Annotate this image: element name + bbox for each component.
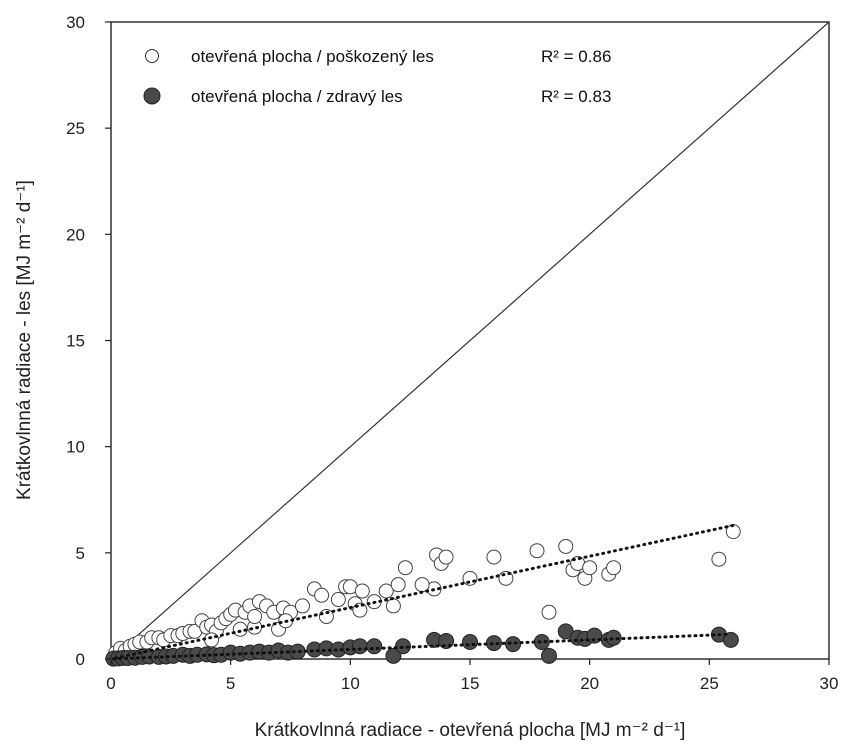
data-point-damaged-forest	[385, 598, 401, 614]
y-tick-label: 25	[66, 119, 85, 138]
trend-line-1	[111, 632, 733, 661]
data-point-damaged-forest	[438, 549, 454, 565]
legend-r2-damaged-forest: R² = 0.86	[541, 47, 611, 66]
y-tick-label: 0	[76, 650, 85, 669]
data-point-damaged-forest	[294, 598, 310, 614]
data-point-damaged-forest	[378, 583, 394, 599]
x-tick-label: 15	[461, 674, 480, 693]
x-tick-label: 5	[226, 674, 235, 693]
x-axis-title: Krátkovlnná radiace - otevřená plocha [M…	[255, 720, 686, 741]
y-tick-label: 30	[66, 13, 85, 32]
data-point-damaged-forest	[314, 587, 330, 603]
data-point-healthy-forest	[462, 634, 478, 651]
data-point-damaged-forest	[582, 560, 598, 576]
data-point-healthy-forest	[366, 638, 383, 655]
data-point-damaged-forest	[352, 602, 368, 618]
data-point-damaged-forest	[354, 583, 370, 599]
data-point-healthy-forest	[351, 638, 368, 655]
data-point-damaged-forest	[558, 538, 574, 554]
data-point-healthy-forest	[385, 647, 402, 664]
y-tick-label: 20	[66, 225, 85, 244]
legend-r2-healthy-forest: R² = 0.83	[541, 87, 611, 106]
data-point-damaged-forest	[414, 577, 430, 593]
data-point-damaged-forest	[529, 543, 545, 559]
y-tick-label: 5	[76, 544, 85, 563]
legend-label-healthy-forest: otevřená plocha / zdravý les	[191, 87, 403, 106]
trend-lines	[111, 523, 735, 661]
data-point-healthy-forest	[505, 636, 522, 653]
data-point-healthy-forest	[540, 647, 557, 664]
one-to-one-line	[110, 21, 830, 660]
data-point-damaged-forest	[486, 549, 502, 565]
data-point-damaged-forest	[606, 560, 622, 576]
data-point-damaged-forest	[462, 570, 478, 586]
y-tick-label: 15	[66, 332, 85, 351]
y-axis-title: Krátkovlnná radiace - les [MJ m⁻² d⁻¹]	[14, 180, 35, 500]
data-point-damaged-forest	[397, 560, 413, 576]
x-tick-label: 10	[341, 674, 360, 693]
legend-marker-filled-circle	[143, 87, 161, 105]
data-point-damaged-forest	[232, 621, 248, 637]
legend: otevřená plocha / poškozený les R² = 0.8…	[143, 47, 611, 106]
x-tick-label: 0	[106, 674, 115, 693]
data-point-damaged-forest	[247, 609, 263, 625]
plot-area	[105, 21, 830, 667]
y-tick-label: 10	[66, 438, 85, 457]
data-point-damaged-forest	[330, 592, 346, 608]
data-point-damaged-forest	[711, 551, 727, 567]
data-point-damaged-forest	[390, 577, 406, 593]
legend-marker-open-circle	[145, 49, 159, 63]
legend-label-damaged-forest: otevřená plocha / poškozený les	[191, 47, 434, 66]
x-tick-label: 20	[580, 674, 599, 693]
x-axis-ticks: 0 5 10 15 20 25 30	[106, 659, 838, 693]
y-axis-ticks: 0 5 10 15 20 25 30	[66, 13, 111, 669]
x-tick-label: 30	[820, 674, 839, 693]
x-tick-label: 25	[700, 674, 719, 693]
data-point-healthy-forest	[722, 631, 739, 648]
data-point-damaged-forest	[541, 604, 557, 620]
